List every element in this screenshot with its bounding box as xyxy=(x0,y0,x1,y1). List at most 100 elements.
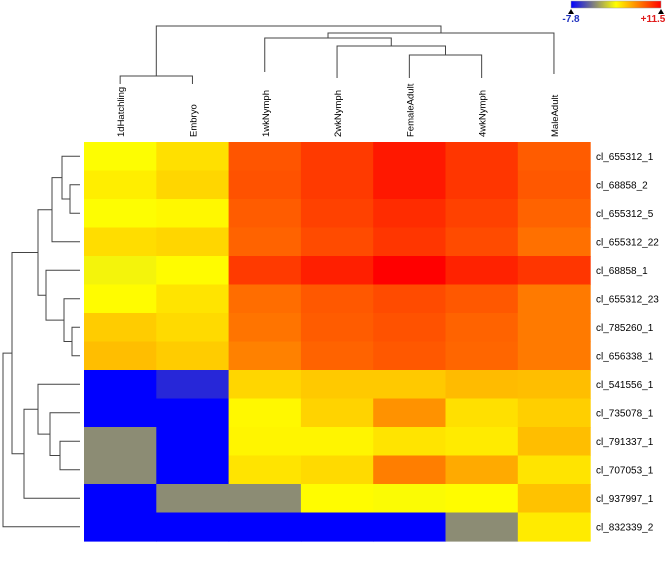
heatmap-cell xyxy=(156,398,230,428)
heatmap-cell xyxy=(373,284,447,314)
heatmap-cell xyxy=(228,284,302,314)
row-label: cl_655312_22 xyxy=(596,237,659,248)
heatmap-cell xyxy=(445,370,519,400)
heatmap-cell xyxy=(84,484,157,514)
heatmap-cell xyxy=(517,341,591,371)
heatmap-cell xyxy=(373,455,447,485)
heatmap-cell xyxy=(517,227,591,257)
dendrogram-branch xyxy=(51,177,80,243)
heatmap-cell xyxy=(228,142,302,172)
heatmap-cell xyxy=(84,284,157,314)
heatmap-cell xyxy=(156,199,230,229)
heatmap-cell xyxy=(445,398,519,428)
heatmap-cell xyxy=(156,170,230,200)
heatmap-cell xyxy=(228,313,302,343)
heatmap-cell xyxy=(84,227,157,257)
heatmap-cell xyxy=(300,427,374,457)
row-label: cl_832339_2 xyxy=(596,522,654,533)
heatmap-cell xyxy=(228,256,302,286)
heatmap-cell xyxy=(300,199,374,229)
row-label: cl_791337_1 xyxy=(596,437,654,448)
heatmap-cell xyxy=(84,398,157,428)
heatmap-cell xyxy=(228,370,302,400)
dendrogram-branch xyxy=(61,155,80,200)
heatmap-cell xyxy=(373,170,447,200)
row-label: cl_655312_1 xyxy=(596,152,654,163)
heatmap-cell xyxy=(156,512,230,542)
heatmap-cell xyxy=(517,427,591,457)
heatmap-cell xyxy=(373,398,447,428)
heatmap-cell xyxy=(156,284,230,314)
heatmap-cell xyxy=(445,484,519,514)
heatmap-cell xyxy=(156,484,230,514)
heatmap-cell xyxy=(517,455,591,485)
column-labels: 1dHatchling Embryo 1wkNymph 2wkNymph FemaleA… xyxy=(116,83,561,137)
heatmap-cell xyxy=(84,313,157,343)
heatmap-cell xyxy=(373,142,447,172)
scale-max-label: +11.5 xyxy=(641,14,666,25)
heatmap-cell xyxy=(300,370,374,400)
heatmap-cell xyxy=(156,256,230,286)
color-scale-legend: -7.8 +11.5 xyxy=(562,0,666,25)
heatmap-cell xyxy=(156,313,230,343)
heatmap-cell xyxy=(156,341,230,371)
dendrogram-branch xyxy=(37,383,80,435)
dendrogram-branch xyxy=(327,32,555,74)
heatmap-cell xyxy=(228,170,302,200)
heatmap-cell xyxy=(156,455,230,485)
heatmap-cell xyxy=(373,512,447,542)
dendrogram-branch xyxy=(69,184,80,214)
column-label: 1wkNymph xyxy=(261,90,272,137)
heatmap-cell xyxy=(517,313,591,343)
row-label: cl_735078_1 xyxy=(596,408,654,419)
dendrogram-branch xyxy=(23,408,80,499)
heatmap-cell xyxy=(517,512,591,542)
heatmap-cell xyxy=(445,341,519,371)
heatmap-cell xyxy=(300,313,374,343)
heatmap-cell xyxy=(445,199,519,229)
heatmap-cell xyxy=(228,227,302,257)
dendrogram-branch xyxy=(49,412,80,456)
row-label: cl_656338_1 xyxy=(596,351,654,362)
dendrogram-branch xyxy=(408,54,483,78)
heatmap-cell xyxy=(84,370,157,400)
heatmap-cell xyxy=(445,256,519,286)
dendrogram-branch xyxy=(37,209,52,296)
heatmap-cell xyxy=(300,284,374,314)
heatmap-cell xyxy=(445,512,519,542)
heatmap-cell xyxy=(445,284,519,314)
heatmap-cell xyxy=(156,142,230,172)
column-dendrogram xyxy=(119,25,555,84)
heatmap-cell xyxy=(373,427,447,457)
heatmap-cells xyxy=(84,142,591,542)
column-label: 1dHatchling xyxy=(116,87,127,137)
heatmap-cell xyxy=(445,142,519,172)
dendrogram-branch xyxy=(119,75,193,84)
heatmap-cell xyxy=(300,398,374,428)
heatmap-cell xyxy=(228,341,302,371)
dendrogram-branch xyxy=(59,440,80,471)
heatmap-cell xyxy=(300,256,374,286)
heatmap-cell xyxy=(84,170,157,200)
dendrogram-branch xyxy=(155,25,442,76)
heatmap-cell xyxy=(445,427,519,457)
heatmap-cell xyxy=(228,199,302,229)
heatmap-cell xyxy=(445,455,519,485)
heatmap-cell xyxy=(84,455,157,485)
dendrogram-branch xyxy=(11,251,38,455)
dendrogram-branch xyxy=(2,352,80,528)
heatmap-cell xyxy=(373,313,447,343)
heatmap-cell xyxy=(373,227,447,257)
heatmap-cell xyxy=(445,313,519,343)
heatmap-cell xyxy=(517,484,591,514)
heatmap-cell xyxy=(373,341,447,371)
heatmap-cell xyxy=(84,512,157,542)
row-label: cl_707053_1 xyxy=(596,465,654,476)
heatmap-cell xyxy=(517,398,591,428)
heatmap-cell xyxy=(373,199,447,229)
column-label: MaleAdult xyxy=(550,94,561,137)
heatmap-cell xyxy=(300,227,374,257)
heatmap-cell xyxy=(517,370,591,400)
heatmap-cell xyxy=(517,256,591,286)
